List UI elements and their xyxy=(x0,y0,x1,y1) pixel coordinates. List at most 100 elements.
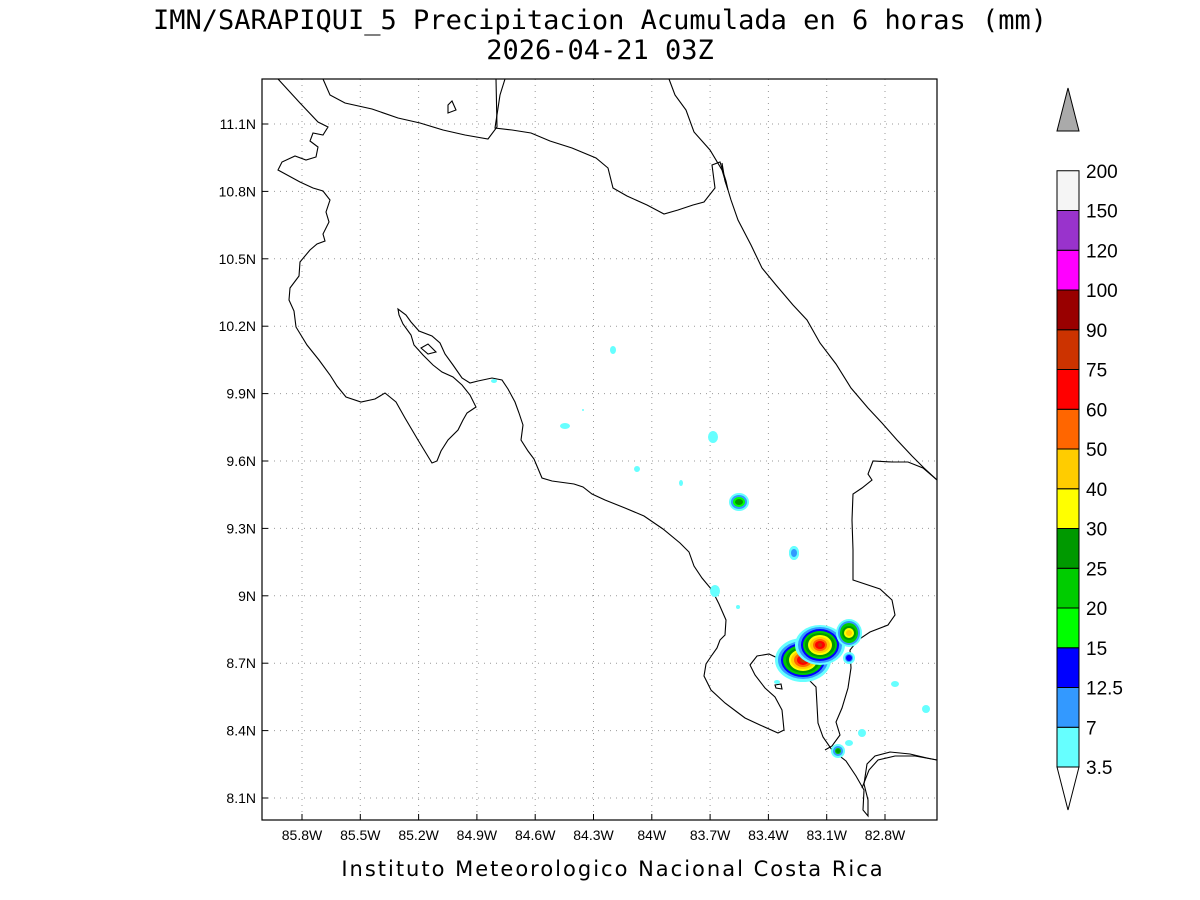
panama-coast xyxy=(861,755,937,789)
colorbar-lower-triangle xyxy=(1056,766,1080,811)
lon-tick-label: 83.1W xyxy=(806,827,847,843)
lon-tick-label: 84.3W xyxy=(573,827,614,843)
map-gridlines xyxy=(262,79,937,820)
lon-tick-label: 83.7W xyxy=(690,827,731,843)
colorbar-label: 90 xyxy=(1086,321,1107,342)
precip-cell-light xyxy=(560,423,570,429)
lon-tick-label: 85.2W xyxy=(398,827,439,843)
precip-contour xyxy=(818,643,822,647)
lat-tick-label: 9.9N xyxy=(226,386,256,402)
colorbar-segment xyxy=(1056,249,1080,291)
precip-contour xyxy=(891,681,899,687)
island-3 xyxy=(774,683,783,690)
colorbar-segment xyxy=(1056,369,1080,410)
precip-contour xyxy=(922,705,930,713)
lat-tick-label: 8.7N xyxy=(226,655,256,671)
title-line-1: IMN/SARAPIQUI_5 Precipitacion Acumulada … xyxy=(153,5,1047,36)
precip-cell-moderate xyxy=(729,493,749,511)
precip-cell-light xyxy=(922,705,930,713)
precip-cell-blue xyxy=(843,652,855,664)
colorbar-label: 50 xyxy=(1086,440,1107,461)
lat-tick-label: 9.3N xyxy=(226,520,256,536)
precip-contour xyxy=(858,729,866,737)
precip-cell-light xyxy=(891,681,899,687)
colorbar-label: 200 xyxy=(1086,162,1118,183)
precip-cell-light xyxy=(610,346,616,354)
precip-contour xyxy=(582,409,584,411)
caribbean-coast xyxy=(668,79,937,481)
colorbar-label: 100 xyxy=(1086,281,1118,302)
panama-border xyxy=(824,460,937,751)
precip-cell-light xyxy=(634,466,640,472)
colorbar-label: 40 xyxy=(1086,480,1107,501)
precip-contour xyxy=(634,466,640,472)
colorbar-segment xyxy=(1056,448,1080,490)
colorbar-segment xyxy=(1056,329,1080,370)
colorbar-label: 75 xyxy=(1086,361,1107,382)
precip-cell-light xyxy=(582,409,584,411)
precip-cell-heavy-3 xyxy=(836,619,862,647)
colorbar-label: 15 xyxy=(1086,639,1107,660)
lat-tick-label: 10.5N xyxy=(219,251,256,267)
lat-tick-label: 8.1N xyxy=(226,790,256,806)
coastline-layer xyxy=(277,79,937,818)
latitude-axis: 11.1N 10.8N 10.5N 10.2N 9.9N 9.6N 9.3N 9N 8.7N 8.… xyxy=(219,116,268,806)
lat-tick-label: 10.2N xyxy=(219,318,256,334)
colorbar-segment xyxy=(1056,408,1080,450)
precip-contour xyxy=(836,749,840,753)
precip-cell-light xyxy=(491,379,497,383)
colorbar: 3.5 7 12.5 15 20 25 30 40 50 60 75 90 100 120 150 200 xyxy=(1056,87,1123,811)
precip-cell-light xyxy=(708,431,718,443)
precip-cell-heavy-2 xyxy=(795,625,845,665)
precip-contour xyxy=(679,480,683,486)
precip-cell-light xyxy=(858,729,866,737)
lat-tick-label: 8.4N xyxy=(226,723,256,739)
longitude-axis: 85.8W 85.5W 85.2W 84.9W 84.6W 84.3W 84W 83.7W 83… xyxy=(282,814,906,843)
footer-credit: Instituto Meteorologico Nacional Costa R… xyxy=(341,857,884,881)
precip-contour xyxy=(560,423,570,429)
colorbar-label: 25 xyxy=(1086,559,1107,580)
colorbar-segment xyxy=(1056,289,1080,331)
precip-cell-light xyxy=(679,480,683,486)
lon-tick-label: 82.8W xyxy=(865,827,906,843)
colorbar-label: 30 xyxy=(1086,520,1107,541)
precip-contour xyxy=(846,655,852,661)
precip-cell-light xyxy=(774,680,780,684)
precipitation-layer xyxy=(491,346,930,758)
lon-tick-label: 85.5W xyxy=(340,827,381,843)
lon-tick-label: 84W xyxy=(637,827,667,843)
lon-tick-label: 84.9W xyxy=(457,827,498,843)
lat-tick-label: 9N xyxy=(238,588,256,604)
colorbar-segment xyxy=(1056,647,1080,688)
island-1 xyxy=(447,100,457,114)
map-frame xyxy=(261,78,938,821)
precip-cell-light xyxy=(845,740,853,746)
colorbar-segment xyxy=(1056,488,1080,529)
precip-contour xyxy=(846,630,852,636)
precip-contour xyxy=(736,605,740,609)
colorbar-segment xyxy=(1056,528,1080,569)
lon-tick-label: 84.6W xyxy=(515,827,556,843)
precip-cell-light xyxy=(736,605,740,609)
colorbar-label: 3.5 xyxy=(1086,758,1112,779)
colorbar-upper-triangle xyxy=(1056,87,1080,132)
nicaragua-border xyxy=(494,79,729,215)
precip-contour xyxy=(774,680,780,684)
colorbar-label: 7 xyxy=(1086,718,1097,739)
lat-tick-label: 11.1N xyxy=(220,116,256,132)
precip-contour xyxy=(791,549,797,557)
precip-contour xyxy=(845,740,853,746)
colorbar-label: 150 xyxy=(1086,202,1118,223)
colorbar-segment xyxy=(1056,170,1080,211)
colorbar-label: 120 xyxy=(1086,241,1118,262)
colorbar-label: 20 xyxy=(1086,599,1107,620)
colorbar-segment xyxy=(1056,210,1080,251)
precip-cell-south xyxy=(831,744,845,758)
colorbar-segment xyxy=(1056,607,1080,649)
colorbar-segment xyxy=(1056,687,1080,728)
lon-tick-label: 85.8W xyxy=(282,827,323,843)
title-line-2: 2026-04-21 03Z xyxy=(486,35,714,66)
colorbar-label: 60 xyxy=(1086,400,1107,421)
colorbar-label: 12.5 xyxy=(1086,679,1123,700)
